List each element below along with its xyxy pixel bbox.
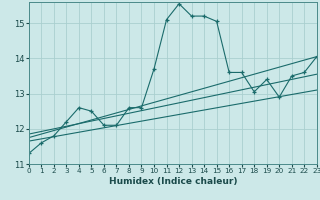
X-axis label: Humidex (Indice chaleur): Humidex (Indice chaleur) [108, 177, 237, 186]
